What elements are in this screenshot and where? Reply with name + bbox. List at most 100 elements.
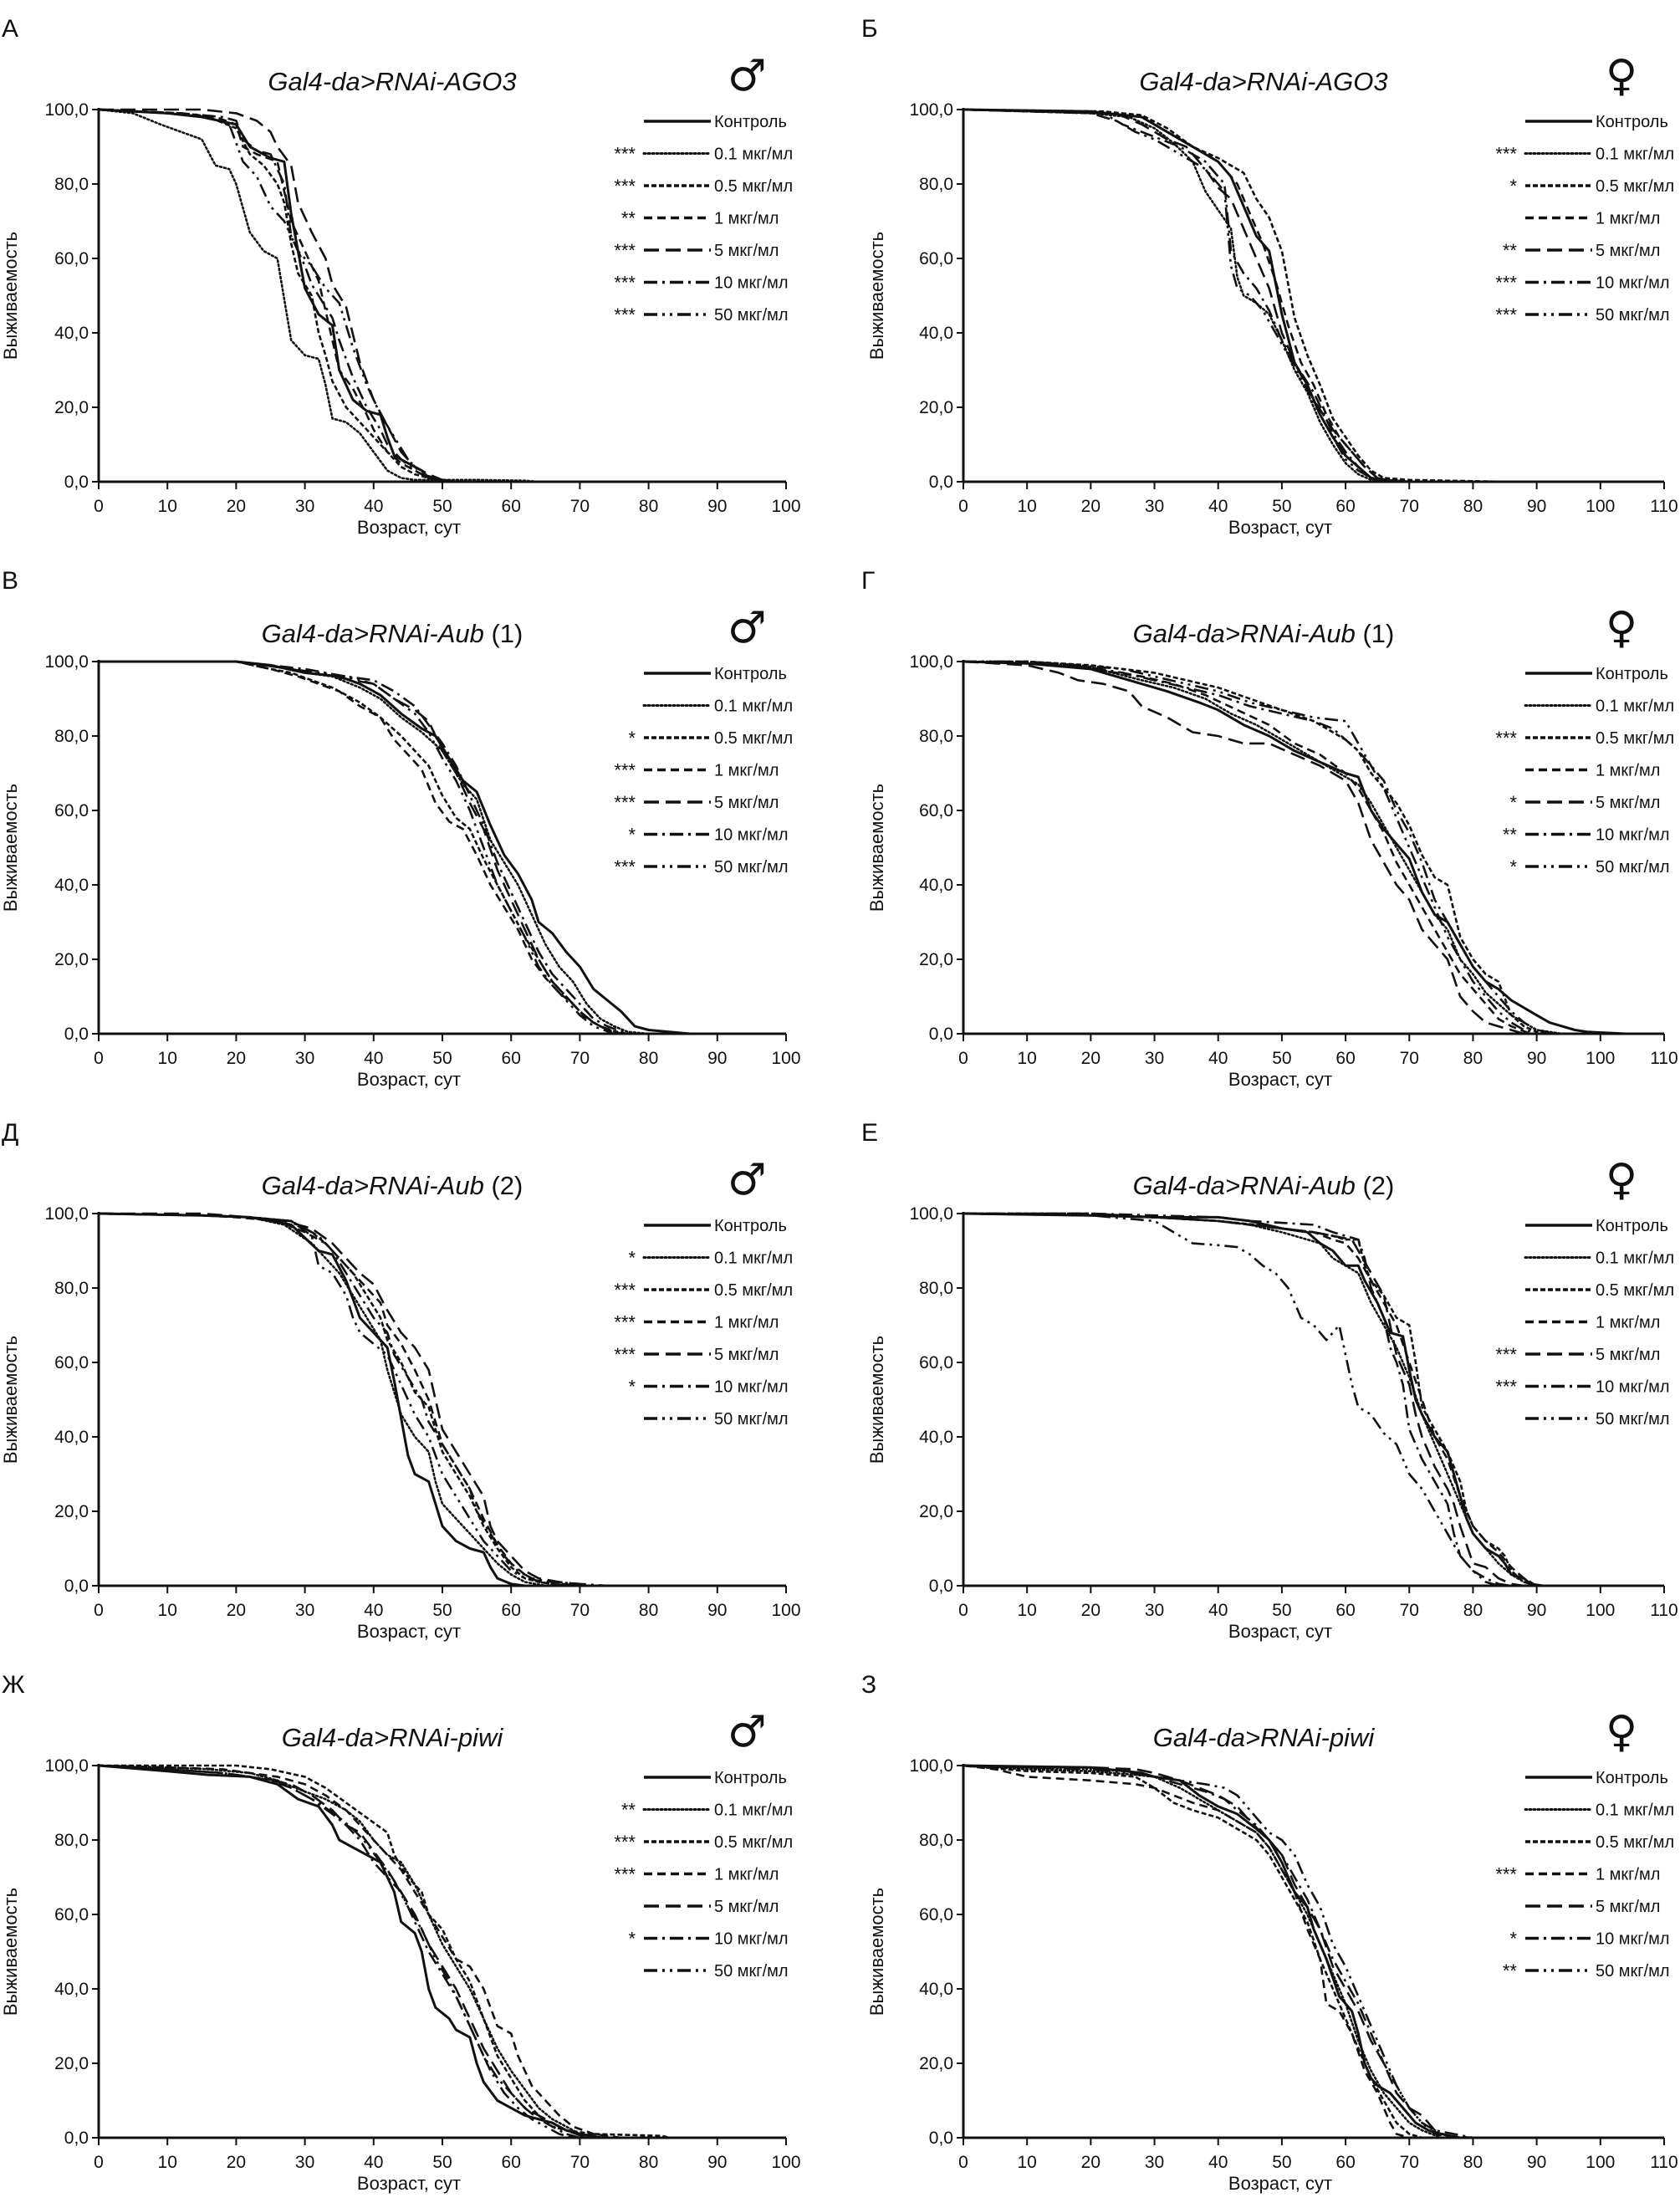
legend: Контроль * 0.1 мкг/мл *** 0.5 мкг/мл *** 1 мкг…	[614, 1217, 793, 1429]
y-tick-label: 60,0	[919, 801, 953, 820]
series-line-dose-4	[963, 108, 1397, 483]
x-tick-label: 10	[158, 1049, 177, 1068]
legend-label: 10 мкг/мл	[714, 1930, 789, 1949]
x-tick-label: 0	[94, 2153, 104, 2172]
significance-marker: ***	[1495, 273, 1517, 294]
panel-letter: В	[2, 567, 18, 595]
x-tick-label: 0	[958, 2153, 968, 2172]
x-tick-label: 100	[1586, 1601, 1615, 1620]
chart-title-genotype: Gal4-da>RNAi-piwi	[1153, 1723, 1376, 1752]
x-tick-label: 10	[158, 1601, 177, 1620]
legend-label: 0.1 мкг/мл	[714, 1802, 793, 1820]
legend-item: * 5 мкг/мл	[1509, 792, 1660, 813]
y-tick-label: 0,0	[929, 1025, 953, 1044]
y-tick-label: 100,0	[44, 652, 89, 672]
chart-panel: Е Gal4-da>RNAi-Aub (2) ♀ 0,0 20,0 40,0 60,0 80,…	[840, 1104, 1679, 1656]
panel-letter: З	[861, 1671, 876, 1699]
legend-label: Контроль	[1596, 1769, 1668, 1787]
legend-label: 10 мкг/мл	[1596, 274, 1670, 293]
x-axis-label: Возраст, сут	[357, 2173, 461, 2194]
x-tick-label: 0	[94, 1601, 104, 1620]
legend: Контроль 0.1 мкг/мл * 0.5 мкг/мл *** 1 мкг/мл…	[614, 665, 793, 877]
y-axis-label: Выживаемость	[866, 784, 887, 912]
legend-item: 50 мкг/мл	[644, 1962, 789, 1981]
x-tick-label: 60	[1335, 1049, 1355, 1068]
series-line-control	[963, 108, 1410, 483]
significance-marker: **	[621, 208, 636, 229]
x-tick-label: 80	[639, 1601, 658, 1620]
legend-label: Контроль	[714, 1217, 787, 1235]
chart-panel: Г Gal4-da>RNAi-Aub (1) ♀ 0,0 20,0 40,0 60,0 80,…	[840, 552, 1679, 1104]
legend-item: *** 5 мкг/мл	[614, 1344, 779, 1365]
legend-label: 5 мкг/мл	[714, 1346, 779, 1364]
series-line-dose-6	[98, 1764, 574, 2139]
legend-item: Контроль	[1525, 665, 1668, 683]
x-tick-label: 100	[1586, 2153, 1615, 2172]
series-line-dose-3	[963, 1212, 1538, 1587]
series-line-dose-2	[98, 1212, 567, 1587]
x-tick-label: 10	[1018, 1601, 1037, 1620]
y-axis-label: Выживаемость	[0, 1336, 21, 1464]
series-group	[97, 108, 540, 483]
legend-item: *** 50 мкг/мл	[1495, 304, 1669, 325]
chart-panel: Б Gal4-da>RNAi-AGO3 ♀ 0,0 20,0 40,0 60,0 80,0 10…	[840, 0, 1679, 552]
chart-svg: Б Gal4-da>RNAi-AGO3 ♀ 0,0 20,0 40,0 60,0 80,0 10…	[861, 15, 1678, 538]
significance-marker: **	[1503, 1960, 1518, 1981]
y-tick-label: 60,0	[919, 249, 953, 268]
series-line-dose-6	[963, 1764, 1454, 2139]
y-tick-label: 80,0	[919, 175, 953, 194]
y-tick-label: 100,0	[909, 100, 953, 120]
legend-item: 0.1 мкг/мл	[642, 698, 793, 716]
chart-title-genotype: Gal4-da>RNAi-AGO3	[1139, 67, 1387, 96]
y-tick-label: 20,0	[919, 2054, 953, 2073]
x-tick-label: 20	[227, 2153, 246, 2172]
y-tick-label: 40,0	[919, 1980, 953, 1999]
x-tick-label: 70	[1400, 497, 1419, 516]
legend-item: *** 50 мкг/мл	[614, 304, 788, 325]
legend-label: 10 мкг/мл	[1596, 1378, 1670, 1397]
legend-item: ** 5 мкг/мл	[1503, 240, 1661, 261]
y-tick-label: 100,0	[44, 1204, 89, 1224]
chart-title: Gal4-da>RNAi-Aub (2)	[1133, 1171, 1395, 1200]
legend-item: 0.1 мкг/мл	[1524, 698, 1674, 716]
series-line-dose-2	[99, 660, 629, 1035]
series-line-dose-4	[963, 1212, 1524, 1587]
x-tick-label: 70	[570, 2153, 590, 2172]
legend-item: Контроль	[644, 665, 787, 683]
legend-label: 0.5 мкг/мл	[714, 1281, 793, 1300]
series-line-dose-5	[963, 1212, 1512, 1587]
legend-item: Контроль	[644, 113, 787, 131]
chart-title-suffix: (1)	[1356, 619, 1395, 648]
y-tick-label: 80,0	[54, 727, 89, 746]
chart-title-genotype: Gal4-da>RNAi-Aub	[262, 1171, 484, 1200]
x-tick-label: 40	[364, 1049, 383, 1068]
legend-item: *** 5 мкг/мл	[614, 792, 779, 813]
y-tick-label: 20,0	[54, 950, 89, 969]
x-tick-label: 80	[639, 2153, 658, 2172]
x-tick-label: 110	[1650, 497, 1677, 516]
x-tick-label: 60	[502, 1049, 521, 1068]
legend-item: *** 0.5 мкг/мл	[1495, 728, 1674, 749]
legend-item: ** 50 мкг/мл	[1503, 1960, 1670, 1981]
y-tick-label: 100,0	[909, 652, 953, 672]
x-axis-label: Возраст, сут	[357, 1621, 461, 1642]
y-tick-label: 20,0	[54, 1502, 89, 1521]
legend-item: * 0.5 мкг/мл	[1509, 176, 1674, 197]
series-line-dose-5	[99, 660, 629, 1035]
y-axis-label: Выживаемость	[0, 1888, 21, 2016]
y-tick-label: 0,0	[64, 1025, 89, 1044]
chart-svg: Д Gal4-da>RNAi-Aub (2) ♂ 0,0 20,0 40,0 60,0 80,…	[0, 1119, 801, 1642]
x-tick-label: 80	[1463, 1049, 1483, 1068]
series-line-dose-3	[98, 1764, 621, 2139]
x-tick-label: 0	[958, 497, 968, 516]
series-line-dose-2	[963, 108, 1505, 483]
y-tick-label: 100,0	[44, 1756, 89, 1776]
y-tick-label: 0,0	[929, 2129, 953, 2148]
y-tick-label: 80,0	[54, 1279, 89, 1298]
legend-item: *** 0.1 мкг/мл	[1495, 144, 1674, 165]
y-tick-label: 0,0	[64, 473, 89, 492]
legend-item: *** 1 мкг/мл	[614, 760, 779, 781]
x-tick-label: 50	[432, 2153, 452, 2172]
legend-label: Контроль	[714, 113, 787, 131]
legend-item: 50 мкг/мл	[1525, 1410, 1670, 1429]
